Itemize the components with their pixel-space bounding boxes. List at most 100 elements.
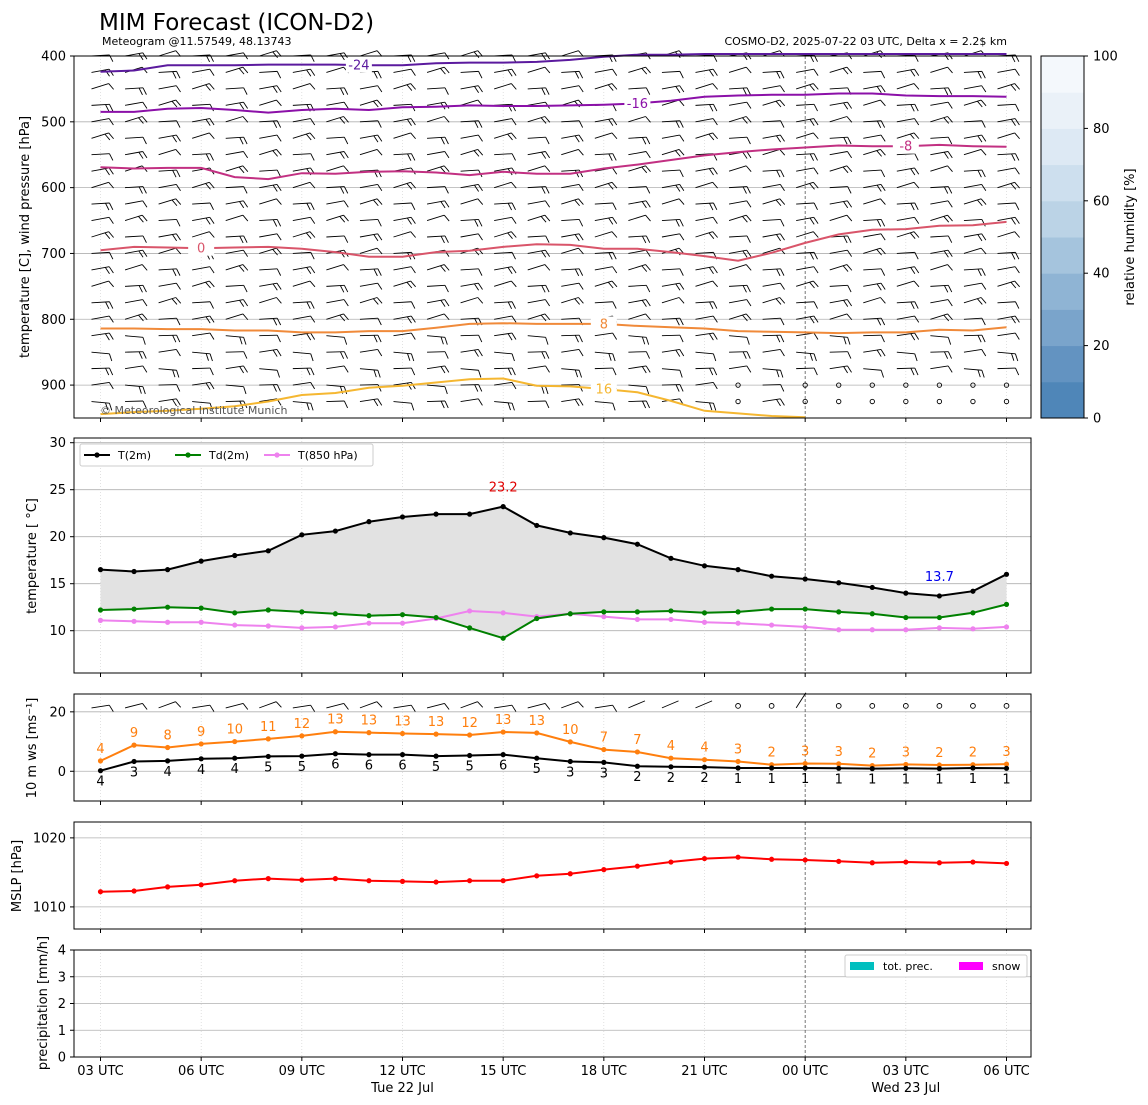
- barb-flag: [276, 169, 282, 178]
- barb-staff: [997, 153, 1016, 156]
- barb-flag: [746, 235, 751, 243]
- barb-flag: [410, 231, 416, 238]
- wind-barb: [494, 704, 517, 712]
- wind-barb: [225, 384, 247, 395]
- barb-staff: [225, 52, 244, 57]
- wind-barb: [963, 134, 987, 143]
- barb-staff: [359, 334, 378, 337]
- wind-barb: [829, 351, 852, 359]
- barb-flag: [1014, 231, 1020, 238]
- wind-barb: [326, 87, 349, 96]
- barb-staff: [225, 313, 244, 320]
- barb-flag: [108, 132, 114, 140]
- wind-barb: [695, 280, 718, 288]
- barb-flag: [611, 231, 618, 238]
- barb-flag: [171, 100, 178, 108]
- data-point: [936, 860, 942, 866]
- wind-barb: [796, 83, 819, 91]
- wind-barb: [594, 181, 618, 190]
- barb-flag: [478, 219, 483, 227]
- wind-barb: [762, 398, 785, 407]
- wind-barb: [460, 282, 483, 291]
- barb-staff: [125, 235, 144, 238]
- barb-flag: [713, 301, 718, 309]
- barb-flag: [1014, 266, 1020, 274]
- wind-barb: [896, 315, 920, 323]
- wind-barb: [91, 181, 114, 189]
- barb-flag: [142, 365, 148, 373]
- barb-flag: [847, 249, 853, 257]
- barb-staff: [460, 349, 479, 353]
- wind-barb: [326, 284, 349, 293]
- barb-flag: [708, 333, 714, 341]
- barb-staff: [661, 282, 680, 287]
- data-point: [366, 730, 372, 736]
- barb-staff: [292, 231, 311, 238]
- barb-staff: [292, 202, 311, 205]
- wind-barb: [863, 368, 884, 378]
- barb-flag: [977, 170, 982, 178]
- wind-barb: [527, 235, 550, 243]
- wind-barb: [695, 700, 713, 709]
- wind-barb: [91, 351, 113, 362]
- barb-flag: [242, 214, 249, 222]
- temperature-lines: [97, 504, 1010, 641]
- barb-staff: [259, 85, 278, 90]
- barb-flag: [176, 370, 180, 378]
- y-tick-label: 20: [49, 530, 66, 545]
- wind-barb: [863, 198, 886, 205]
- barb-flag: [675, 283, 681, 291]
- barb-staff: [91, 381, 110, 386]
- barb-flag: [209, 231, 215, 238]
- barb-staff: [91, 315, 110, 320]
- barb-flag: [880, 219, 886, 227]
- barb-staff: [594, 280, 613, 287]
- barb-staff: [393, 231, 411, 238]
- barb-staff: [594, 132, 613, 139]
- data-point: [936, 593, 942, 599]
- barb-flag: [843, 201, 849, 209]
- data-point: [500, 752, 506, 758]
- barb-flag: [474, 184, 480, 192]
- barb-staff: [427, 136, 446, 139]
- data-point: [836, 858, 842, 864]
- barb-flag: [176, 219, 181, 227]
- isotherm-8: [100, 322, 1007, 335]
- wind-barb: [158, 247, 182, 255]
- data-point: [232, 610, 238, 616]
- temperature-annotation: 13.7: [925, 570, 954, 585]
- barb-flag: [708, 267, 714, 274]
- wind-barb: [728, 116, 752, 124]
- barb-flag: [944, 87, 949, 96]
- barb-flag: [914, 367, 919, 376]
- legend-marker: [274, 452, 280, 458]
- wind-barb: [91, 332, 114, 341]
- barb-flag: [977, 71, 982, 79]
- barb-staff: [762, 297, 780, 304]
- barb-flag: [780, 384, 785, 392]
- wind-barb: [292, 351, 314, 362]
- barb-staff: [527, 101, 546, 106]
- barb-flag: [306, 301, 311, 309]
- calm-circle: [903, 382, 909, 388]
- barb-flag: [108, 403, 113, 411]
- barb-flag: [914, 104, 919, 112]
- barb-staff: [930, 365, 949, 370]
- barb-flag: [511, 83, 517, 90]
- barb-flag: [138, 151, 144, 159]
- wind-barb: [561, 148, 584, 156]
- barb-flag: [541, 285, 546, 293]
- y-tick-label: 600: [41, 181, 66, 196]
- barb-staff: [359, 384, 378, 386]
- wind-barb: [762, 134, 785, 143]
- barb-flag: [981, 71, 986, 79]
- barb-staff: [393, 351, 412, 355]
- barb-staff: [863, 120, 882, 123]
- barb-flag: [477, 134, 483, 142]
- barb-flag: [410, 353, 415, 362]
- wind-barb: [91, 132, 114, 141]
- time-axis: 03 UTC 06 UTC 09 UTC 12 UTC 15 UTC 18 UTC 21 U…: [77, 1064, 1029, 1096]
- barb-staff: [460, 282, 479, 287]
- barb-staff: [259, 70, 278, 73]
- wind-barb: [561, 198, 584, 207]
